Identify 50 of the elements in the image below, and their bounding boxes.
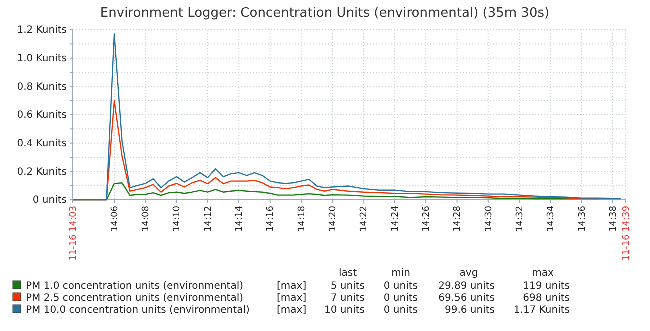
x-tick-label: 14:10 <box>172 206 183 232</box>
y-tick-label: 1.0 Kunits <box>17 54 67 65</box>
text: 1.17 Kunits <box>514 305 570 316</box>
chart-title: Environment Logger: Concentration Units (environmental) (35m 30s) <box>100 6 550 21</box>
legend-label: PM 1.0 concentration units (environmental) <box>26 281 244 292</box>
y-tick-label: 0.4 Kunits <box>17 138 67 150</box>
text: [max] <box>277 305 307 316</box>
text: 0 units <box>384 281 418 292</box>
x-tick-label: 14:06 <box>110 206 120 232</box>
legend-label: PM 10.0 concentration units (environmental) <box>26 305 250 316</box>
text: [max] <box>277 281 307 292</box>
x-tick-label: 14:32 <box>515 206 526 232</box>
x-tick-label: 14:18 <box>297 206 308 232</box>
text: 119 units <box>523 281 570 292</box>
text: 99.6 units <box>444 305 495 316</box>
y-tick-label: 0.6 Kunits <box>17 110 67 122</box>
x-tick-label: 11-16 14:03 <box>68 206 79 261</box>
y-tick-label: 0.2 Kunits <box>17 166 67 178</box>
x-tick-label: 14:12 <box>204 206 214 232</box>
text: 0 units <box>384 305 418 316</box>
x-tick-label: 14:20 <box>328 206 338 232</box>
x-tick-label: 14:26 <box>422 206 432 232</box>
x-tick-label: 14:14 <box>234 206 245 232</box>
x-tick-label: 14:28 <box>453 206 464 232</box>
y-tick-label: 0 units <box>32 195 67 206</box>
text: 0 units <box>384 293 418 304</box>
text: 29.89 units <box>438 281 495 292</box>
legend-label: PM 2.5 concentration units (environmental) <box>26 293 244 304</box>
text: avg <box>460 268 478 279</box>
line-series <box>72 34 622 201</box>
y-tick-label: 0.8 Kunits <box>17 82 67 93</box>
text: 7 units <box>330 293 365 304</box>
x-tick-label: 14:08 <box>142 206 152 232</box>
text: last <box>338 268 358 279</box>
text: max <box>532 268 554 279</box>
x-tick-label: 11-16 14:39 <box>622 206 632 261</box>
text: 698 units <box>523 293 570 304</box>
text: 5 units <box>330 281 365 292</box>
x-tick-label: 14:38 <box>608 206 619 232</box>
text: [max] <box>277 293 307 304</box>
x-tick-label: 14:34 <box>546 206 557 232</box>
x-tick-label: 14:16 <box>266 206 276 232</box>
x-tick-label: 14:24 <box>390 206 401 232</box>
x-tick-label: 14:22 <box>360 206 370 232</box>
x-tick-label: 14:36 <box>578 206 588 232</box>
x-tick-label: 14:30 <box>484 206 494 232</box>
y-tick-label: 1.2 Kunits <box>17 25 67 36</box>
text: 69.56 units <box>438 293 495 304</box>
text: 10 units <box>324 305 365 316</box>
text: min <box>392 268 410 279</box>
